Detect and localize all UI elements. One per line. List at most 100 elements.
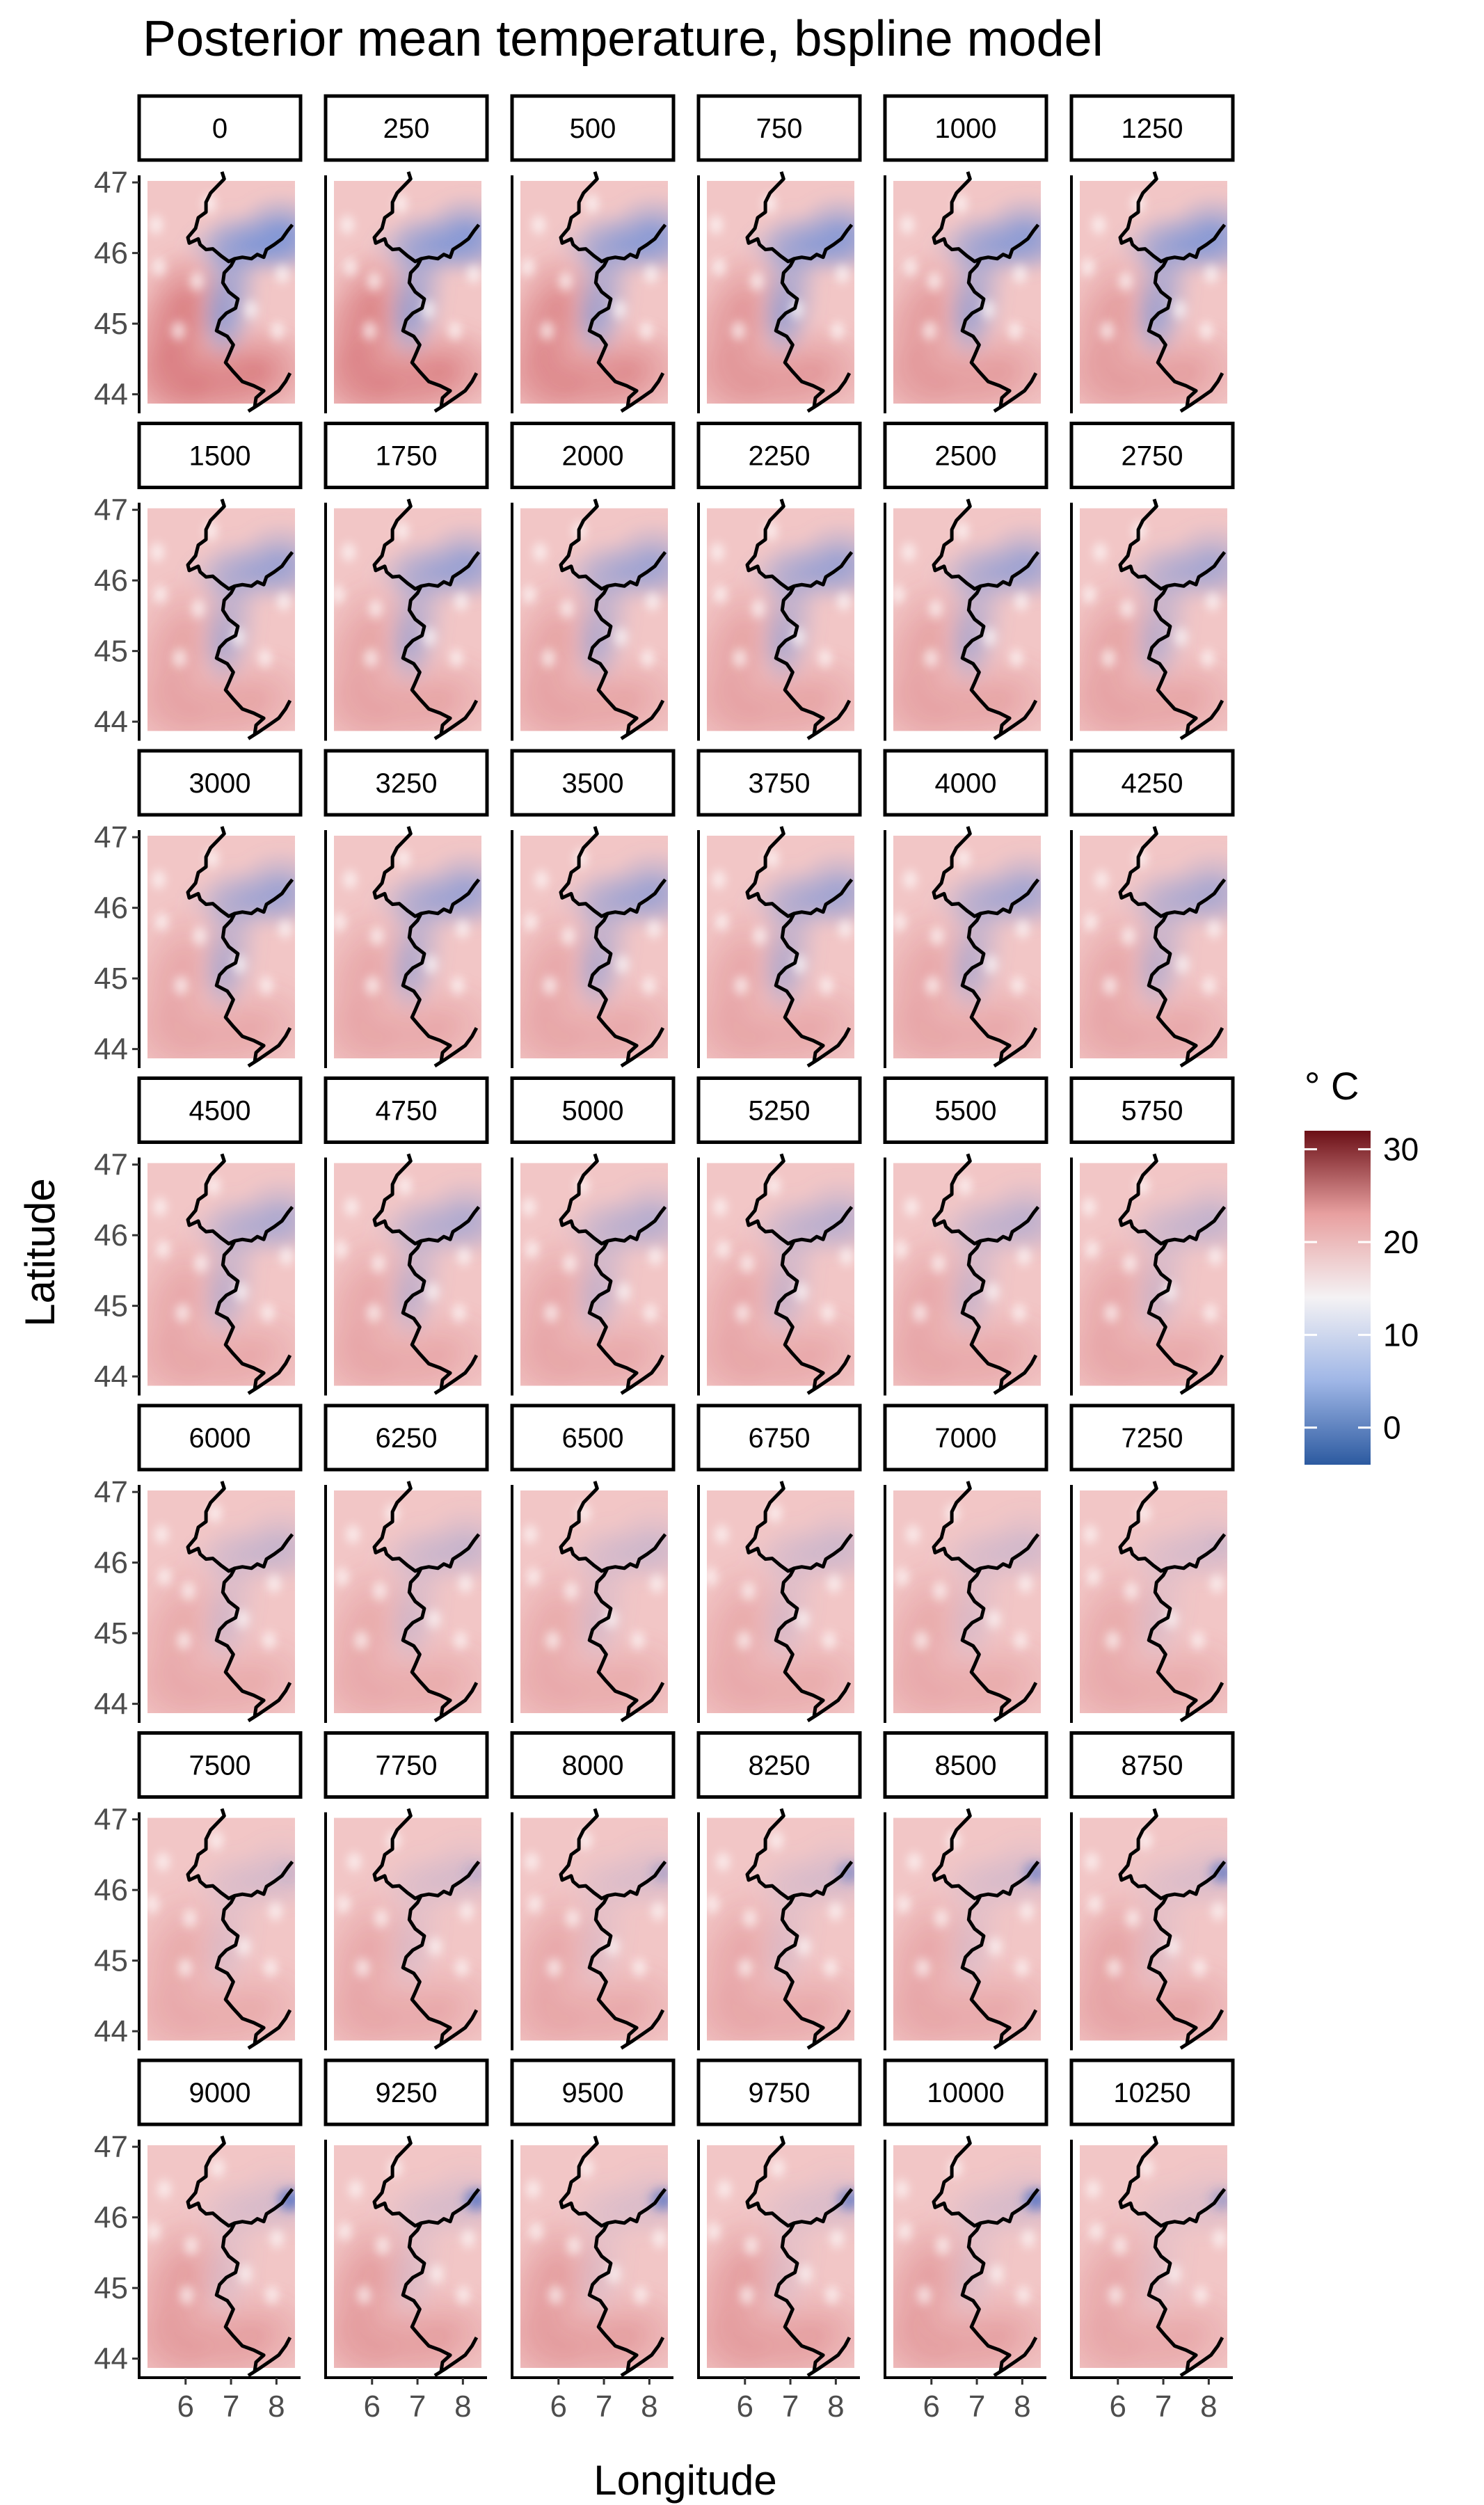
- y-axis-label: Latitude: [17, 1178, 63, 1327]
- country-border: [1118, 498, 1227, 740]
- facet-strip: [883, 1731, 1048, 1799]
- facet-label: 8750: [1122, 1751, 1183, 1781]
- heatmap-field: [893, 1163, 1041, 1386]
- y-tick-label: 44: [94, 2014, 128, 2049]
- facet-panel: 7250: [1069, 1403, 1235, 1723]
- y-tick-label: 44: [94, 2342, 128, 2376]
- facet-panel: 6000 44 45 46 47: [94, 1403, 303, 1723]
- facet-strip: [696, 1731, 862, 1799]
- facet-strip: [324, 1731, 489, 1799]
- facet-panel: 10250 6 7 8: [1069, 2058, 1235, 2424]
- facet-strip: [883, 749, 1048, 817]
- country-border: [559, 1153, 667, 1395]
- x-axis-label: Longitude: [593, 2457, 777, 2504]
- facet-strip: [883, 94, 1048, 162]
- y-tick-label: 46: [94, 1873, 128, 1907]
- facet-label: 2250: [749, 441, 811, 472]
- facet-strip: [510, 94, 676, 162]
- country-border: [745, 498, 854, 740]
- country-border: [372, 2136, 481, 2378]
- x-tick-label: 6: [364, 2389, 381, 2424]
- x-tick-label: 7: [1155, 2389, 1172, 2424]
- heatmap-field: [893, 181, 1041, 404]
- country-border: [745, 2136, 854, 2378]
- facet-label: 8500: [935, 1751, 997, 1781]
- x-tick-label: 7: [596, 2389, 612, 2424]
- facet-panel: 2750: [1069, 422, 1235, 741]
- facet-strip: [510, 422, 676, 489]
- country-border: [186, 171, 294, 413]
- country-border: [186, 2136, 294, 2378]
- facet-strip: [1069, 1076, 1235, 1144]
- facet-label: 6000: [189, 1423, 251, 1454]
- country-border: [745, 826, 854, 1068]
- country-border: [559, 2136, 667, 2378]
- facet-panel: 9000 44 45 46 47 6 7 8: [94, 2058, 303, 2424]
- x-tick-label: 7: [409, 2389, 426, 2424]
- y-tick-label: 44: [94, 1360, 128, 1394]
- heatmap-field: [334, 2145, 481, 2368]
- x-tick-label: 6: [737, 2389, 753, 2424]
- heatmap-field: [334, 836, 481, 1058]
- y-tick-label: 47: [94, 820, 128, 854]
- country-border: [559, 1481, 667, 1723]
- facet-label: 6250: [376, 1423, 438, 1454]
- heatmap-field: [1080, 2145, 1227, 2368]
- y-tick-label: 47: [94, 1803, 128, 1837]
- facet-panel: 4000: [883, 749, 1048, 1068]
- country-border: [932, 2136, 1040, 2378]
- country-border: [559, 171, 667, 413]
- facet-label: 3000: [189, 768, 251, 799]
- country-border: [559, 826, 667, 1068]
- heatmap-field: [893, 1490, 1041, 1713]
- x-tick-label: 7: [968, 2389, 985, 2424]
- facet-panel: 9750 6 7 8: [696, 2058, 862, 2424]
- facet-panel: 8000: [510, 1731, 676, 2051]
- heatmap-field: [147, 2145, 295, 2368]
- y-tick-label: 44: [94, 378, 128, 412]
- legend-tick-label: 30: [1383, 1131, 1419, 1168]
- facet-label: 0: [212, 113, 228, 144]
- facet-strip: [1069, 1731, 1235, 1799]
- facet-panel: 5500: [883, 1076, 1048, 1396]
- y-tick-label: 47: [94, 1475, 128, 1509]
- facet-label: 1500: [189, 441, 251, 472]
- facet-strip: [510, 749, 676, 817]
- heatmap-field: [520, 1818, 668, 2041]
- facet-panel: 1250: [1069, 94, 1235, 413]
- legend-tick-label: 0: [1383, 1410, 1401, 1446]
- facet-panel: 5000: [510, 1076, 676, 1396]
- facet-label: 1250: [1122, 113, 1183, 144]
- facet-panel: 8500: [883, 1731, 1048, 2051]
- facet-panel: 8250: [696, 1731, 862, 2051]
- color-legend: ° C 0 10 20 30: [1305, 1064, 1419, 1465]
- facet-label: 4000: [935, 768, 997, 799]
- facet-strip: [883, 2058, 1048, 2126]
- facet-panel: 2250: [696, 422, 862, 741]
- country-border: [745, 171, 854, 413]
- country-border: [372, 171, 481, 413]
- heatmap-field: [520, 836, 668, 1058]
- facet-panel: 250: [324, 94, 489, 413]
- facet-label: 8250: [749, 1751, 811, 1781]
- legend-title: ° C: [1305, 1064, 1359, 1108]
- facet-panel: 500: [510, 94, 676, 413]
- facet-strip: [510, 1076, 676, 1144]
- facet-strip: [137, 1731, 303, 1799]
- facet-strip: [1069, 94, 1235, 162]
- facet-panel: 6750: [696, 1403, 862, 1723]
- heatmap-field: [707, 181, 854, 404]
- facet-strip: [324, 749, 489, 817]
- facet-panel: 3500: [510, 749, 676, 1068]
- facet-label: 7500: [189, 1751, 251, 1781]
- facet-label: 9750: [749, 2078, 811, 2108]
- facet-panel: 10000 6 7 8: [883, 2058, 1048, 2424]
- facet-panel: 7750: [324, 1731, 489, 2051]
- facet-strip: [696, 94, 862, 162]
- country-border: [186, 1481, 294, 1723]
- heatmap-field: [1080, 1490, 1227, 1713]
- facet-label: 4250: [1122, 768, 1183, 799]
- facet-label: 10250: [1113, 2078, 1190, 2108]
- country-border: [932, 1153, 1040, 1395]
